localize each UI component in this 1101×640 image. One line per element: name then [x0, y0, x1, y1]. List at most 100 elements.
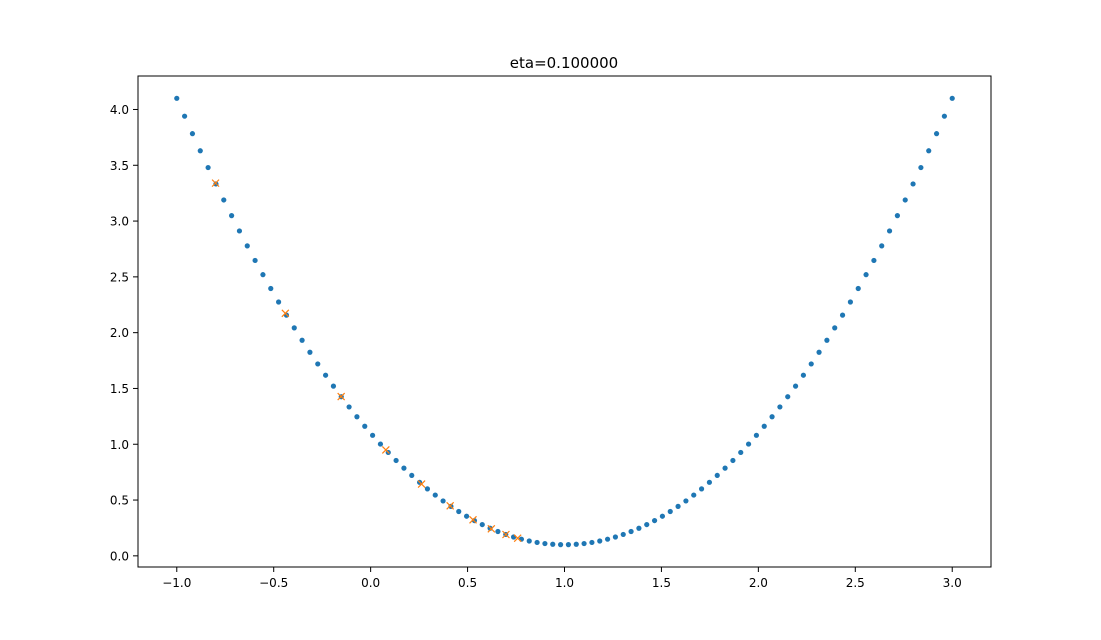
- data-point: [926, 148, 932, 154]
- y-tick-label: 0.5: [110, 494, 129, 508]
- data-point: [205, 164, 211, 171]
- data-point: [276, 299, 282, 305]
- x-marker-stroke: [417, 480, 426, 488]
- x-marker-stroke: [381, 445, 390, 454]
- x-marker: [469, 515, 477, 524]
- data-point: [307, 349, 313, 355]
- x-marker-stroke: [487, 524, 496, 533]
- x-marker: [487, 524, 496, 533]
- chart-title: eta=0.100000: [510, 54, 618, 72]
- data-point: [322, 372, 329, 378]
- data-point: [706, 479, 713, 485]
- y-tick-label: 2.0: [110, 326, 129, 340]
- data-point: [550, 541, 556, 547]
- data-point: [722, 465, 728, 471]
- data-point: [424, 486, 431, 492]
- y-tick-label: 2.5: [110, 270, 129, 284]
- data-point: [291, 325, 297, 331]
- data-point: [675, 503, 681, 509]
- data-point: [714, 472, 720, 479]
- plot-frame: [137, 75, 992, 568]
- data-point: [440, 498, 446, 504]
- data-point: [557, 542, 564, 548]
- data-point: [933, 131, 940, 137]
- data-point: [730, 457, 736, 464]
- x-tick-label: 2.0: [749, 576, 768, 590]
- data-point: [949, 95, 955, 101]
- data-point: [808, 361, 814, 367]
- data-point: [832, 325, 838, 331]
- data-point: [839, 312, 846, 318]
- data-point: [244, 243, 250, 249]
- y-tick-label: 1.0: [110, 438, 129, 452]
- data-point: [252, 257, 258, 264]
- data-point: [518, 536, 525, 542]
- x-tick-label: −0.5: [259, 576, 288, 590]
- x-marker: [446, 501, 455, 510]
- data-point: [330, 383, 337, 389]
- series-dots: [174, 95, 955, 548]
- x-marker-stroke: [446, 501, 455, 510]
- data-point: [886, 228, 893, 234]
- x-tick-label: 0.0: [361, 576, 380, 590]
- data-point: [879, 243, 885, 249]
- data-point: [542, 540, 548, 547]
- data-point: [221, 197, 227, 203]
- data-point: [362, 423, 368, 429]
- y-tick-label: 3.0: [110, 215, 129, 229]
- y-tick-label: 0.0: [110, 549, 129, 563]
- data-point: [189, 131, 196, 137]
- data-point: [565, 542, 572, 548]
- data-point: [667, 508, 673, 515]
- data-point: [910, 181, 916, 187]
- data-point: [534, 539, 540, 546]
- data-point: [941, 113, 947, 119]
- x-marker-stroke: [513, 534, 522, 543]
- data-point: [620, 531, 626, 538]
- data-point: [761, 423, 767, 429]
- x-marker-stroke: [469, 515, 477, 524]
- data-point: [589, 539, 595, 546]
- data-point: [354, 414, 360, 420]
- data-point: [573, 541, 579, 547]
- x-tick-label: 1.5: [652, 576, 671, 590]
- x-marker-stroke: [337, 392, 346, 401]
- y-tick-label: 4.0: [110, 103, 129, 117]
- x-tick-label: 0.5: [458, 576, 477, 590]
- data-point: [824, 337, 830, 343]
- x-marker: [211, 179, 220, 188]
- data-point: [604, 536, 611, 542]
- data-point: [526, 538, 532, 544]
- data-point: [581, 540, 587, 547]
- data-point: [785, 394, 791, 400]
- data-point: [644, 521, 650, 528]
- data-point: [432, 492, 438, 498]
- data-point: [628, 528, 634, 535]
- x-tick-label: 2.5: [846, 576, 865, 590]
- data-point: [698, 486, 705, 492]
- data-point: [393, 457, 399, 464]
- data-point: [197, 148, 203, 154]
- x-tick-label: 1.0: [555, 576, 574, 590]
- data-point: [597, 538, 603, 544]
- data-point: [268, 285, 274, 292]
- x-marker: [337, 392, 346, 401]
- x-axis: −1.0 −0.5 0.0 0.5 1.0 1.5 2.0 2.5 3.0: [162, 567, 962, 590]
- data-point: [683, 498, 689, 504]
- data-point: [918, 164, 924, 171]
- y-tick-label: 1.5: [110, 382, 129, 396]
- data-point: [847, 299, 853, 305]
- data-point: [659, 513, 666, 519]
- data-point: [409, 472, 415, 479]
- x-marker-stroke: [211, 179, 220, 188]
- data-point: [346, 404, 352, 410]
- data-point: [816, 349, 822, 355]
- data-point: [377, 441, 384, 447]
- data-point: [894, 213, 900, 219]
- x-marker-stroke: [502, 530, 510, 539]
- data-point: [369, 432, 376, 438]
- data-point: [800, 372, 807, 378]
- data-point: [863, 272, 869, 278]
- data-point: [902, 197, 908, 203]
